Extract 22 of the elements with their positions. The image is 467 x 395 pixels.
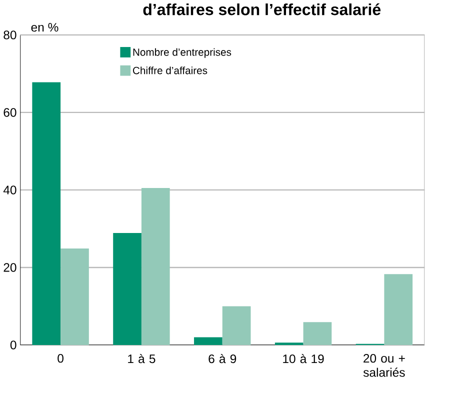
y-tick-label: 80 (4, 30, 16, 40)
x-tick-label: 10 à 19 (283, 354, 324, 364)
bar (60, 248, 89, 345)
bar (303, 322, 332, 345)
x-tick-label: 20 ou + salariés (363, 354, 405, 377)
bar (222, 306, 251, 345)
bar (141, 188, 170, 345)
bar (32, 82, 61, 345)
bar (194, 337, 222, 345)
y-tick-label: 40 (3, 186, 16, 194)
y-axis-title: en % (31, 22, 58, 32)
x-tick-label: 6 à 9 (208, 354, 236, 364)
bar (384, 274, 413, 345)
chart-title: d’affaires selon l’effectif salarié (143, 3, 381, 16)
legend-label: Nombre d’entreprises (133, 48, 232, 58)
y-tick-label: 20 (4, 263, 16, 272)
y-tick-label: 60 (4, 108, 16, 117)
y-tick-label: 0 (10, 340, 16, 350)
x-tick-label: 0 (58, 354, 64, 363)
legend-label: Chiffre d’affaires (133, 66, 208, 74)
x-tick-label: 1 à 5 (128, 354, 156, 364)
bar (113, 232, 142, 345)
